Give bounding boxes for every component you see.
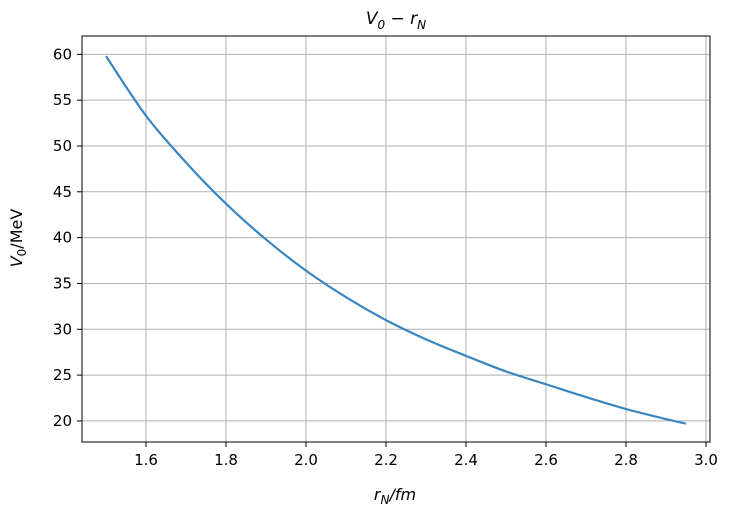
y-tick-label: 50 xyxy=(53,137,72,155)
y-axis-label: V0/MeV xyxy=(7,209,29,268)
x-tick-label: 2.4 xyxy=(454,451,478,469)
x-tick-label: 2.6 xyxy=(534,451,558,469)
plot-frame xyxy=(81,35,711,443)
y-tick-label: 40 xyxy=(53,229,72,247)
x-tick-label: 2.8 xyxy=(614,451,638,469)
y-tick-label: 45 xyxy=(53,183,72,201)
x-tick-label: 2.0 xyxy=(294,451,318,469)
y-tick-label: 20 xyxy=(53,412,72,430)
y-tick-label: 25 xyxy=(53,366,72,384)
x-tick-label: 1.8 xyxy=(214,451,238,469)
x-tick-label: 3.0 xyxy=(694,451,718,469)
grid xyxy=(82,36,710,442)
chart-title: V0 − rN xyxy=(366,9,426,32)
y-tick-label: 35 xyxy=(53,274,72,292)
series-line xyxy=(105,55,687,425)
y-tick-label: 55 xyxy=(53,91,72,109)
y-tick-label: 60 xyxy=(53,45,72,63)
y-tick-label: 30 xyxy=(53,320,72,338)
x-tick-label: 1.6 xyxy=(134,451,158,469)
x-tick-label: 2.2 xyxy=(374,451,398,469)
x-axis-label: rN/fm xyxy=(374,485,416,507)
ticks: 1.6 1.8 2.0 2.2 2.4 2.6 2.8 3.0 20 25 30 35 40 45 50 55… xyxy=(53,45,718,469)
series-group xyxy=(105,55,687,425)
